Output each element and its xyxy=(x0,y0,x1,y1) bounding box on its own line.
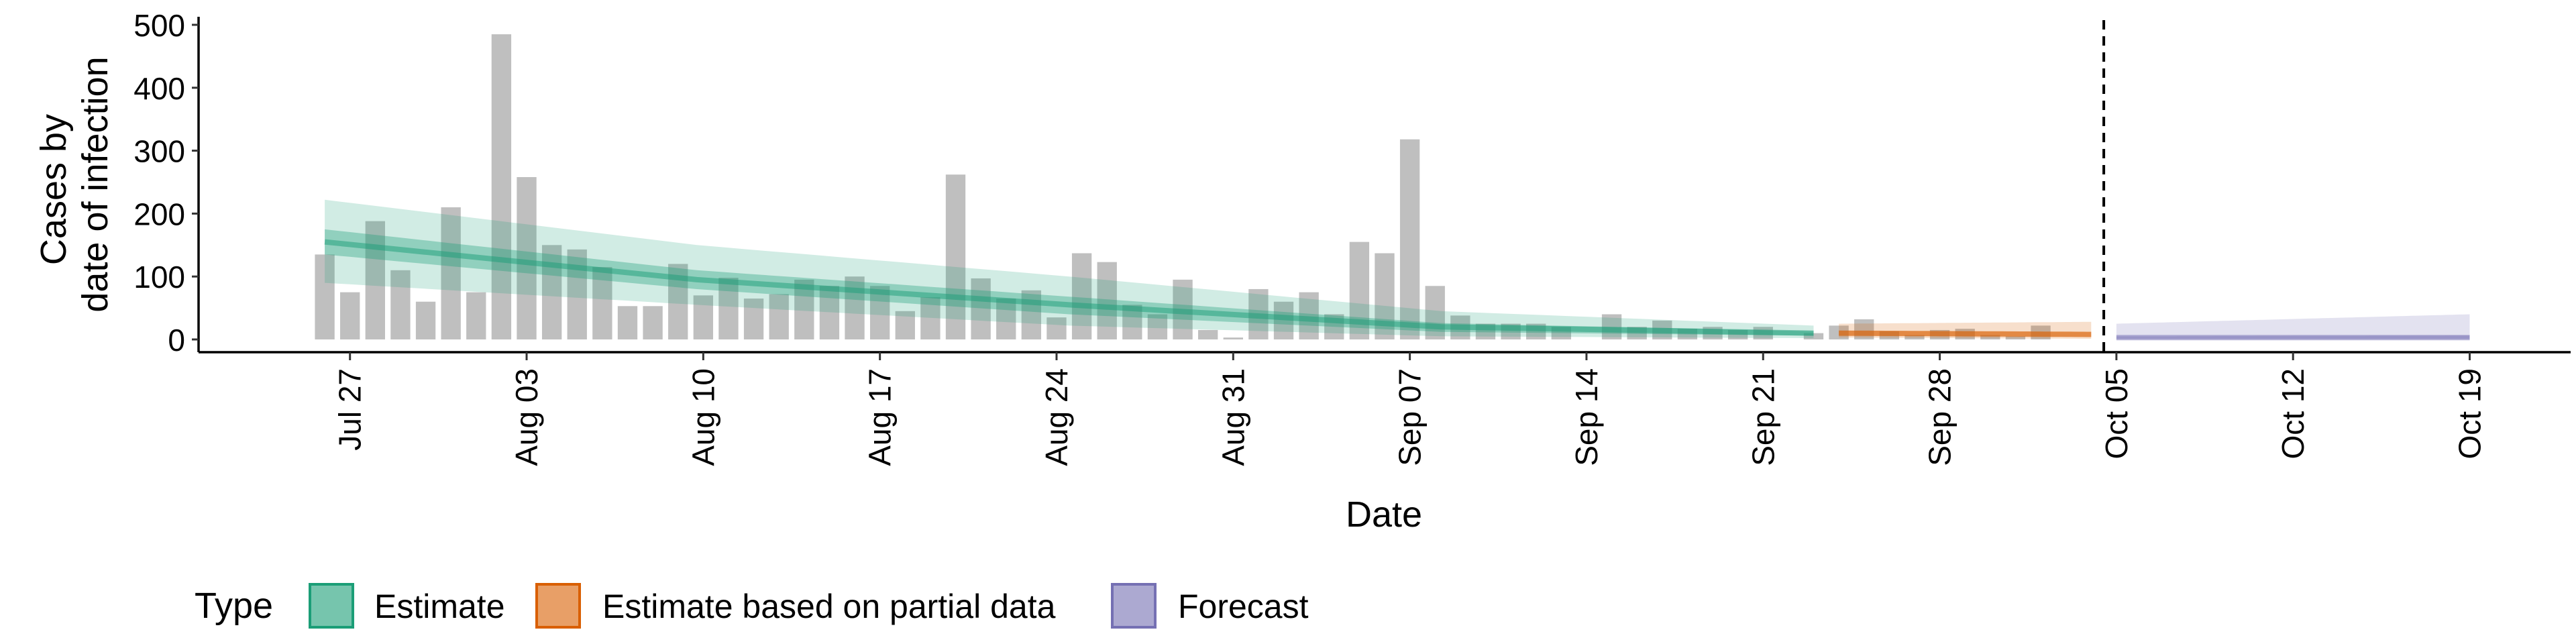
case-bar xyxy=(996,299,1016,339)
y-axis-title: Cases by date of infection xyxy=(34,56,115,312)
case-bar xyxy=(1425,286,1445,339)
legend-key-partial xyxy=(535,583,581,629)
y-tick-label: 300 xyxy=(133,134,185,169)
case-bar xyxy=(315,254,335,339)
estimate-bands xyxy=(324,199,2470,341)
case-bar xyxy=(718,278,739,339)
x-tick-label: Aug 31 xyxy=(1216,368,1250,466)
y-tick-label: 500 xyxy=(133,8,185,43)
case-bar xyxy=(365,221,385,339)
estimate-median-line xyxy=(324,239,1814,336)
case-bar xyxy=(1829,325,1849,339)
x-tick-label: Aug 24 xyxy=(1039,368,1074,466)
x-tick-label: Oct 19 xyxy=(2453,368,2487,460)
case-bar xyxy=(895,311,915,339)
y-tick-label: 400 xyxy=(133,71,185,106)
case-bar xyxy=(845,276,865,339)
legend-label-forecast: Forecast xyxy=(1178,588,1309,625)
case-bar xyxy=(819,286,840,339)
case-bar xyxy=(491,34,512,339)
x-tick-label: Sep 21 xyxy=(1746,368,1780,466)
case-bar xyxy=(1021,290,1042,339)
y-tick-label: 100 xyxy=(133,260,185,294)
x-axis-ticks: Jul 27 Aug 03 Aug 10 Aug 17 Aug 24 Aug 31 Sep … xyxy=(333,352,2487,466)
case-bar xyxy=(1046,317,1067,339)
case-bar xyxy=(1299,292,1319,339)
legend-key-forecast xyxy=(1111,583,1157,629)
case-bar xyxy=(390,270,411,339)
case-bar xyxy=(920,297,941,339)
x-tick-label: Aug 10 xyxy=(686,368,720,466)
case-bar xyxy=(1803,333,1824,339)
case-bar xyxy=(1904,335,1925,339)
y-axis-ticks: 0 100 200 300 400 500 xyxy=(133,8,199,358)
case-bar xyxy=(517,176,537,339)
case-bar xyxy=(415,301,436,339)
y-tick-label: 200 xyxy=(133,197,185,231)
case-bar xyxy=(769,294,789,339)
case-bar xyxy=(1399,139,1420,339)
case-bar xyxy=(340,292,360,339)
legend-key-estimate xyxy=(309,583,354,629)
x-tick-label: Oct 05 xyxy=(2099,368,2134,460)
x-tick-label: Sep 14 xyxy=(1569,368,1604,466)
case-bar xyxy=(441,207,461,339)
case-bar xyxy=(592,267,612,339)
legend-label-partial: Estimate based on partial data xyxy=(602,588,1056,625)
y-tick-label: 0 xyxy=(168,323,185,358)
y-axis-title-line-2: date of infection xyxy=(75,56,115,312)
legend-label-estimate: Estimate xyxy=(374,588,505,625)
estimate-based-on-partial-data-median-line xyxy=(1839,330,2092,337)
case-bar xyxy=(1097,262,1117,339)
legend: Type Estimate Estimate based on partial … xyxy=(195,583,1309,629)
case-bar xyxy=(466,292,486,339)
case-bar xyxy=(1071,253,1092,339)
y-axis-title-line-1: Cases by xyxy=(34,114,74,265)
case-bar xyxy=(1601,314,1622,339)
x-tick-label: Aug 03 xyxy=(509,368,544,466)
x-tick-label: Sep 07 xyxy=(1393,368,1428,466)
axes xyxy=(197,17,2571,354)
case-bar xyxy=(1980,335,2000,339)
case-bar xyxy=(945,174,966,339)
legend-title: Type xyxy=(195,586,273,626)
x-tick-label: Oct 12 xyxy=(2275,368,2310,460)
case-bar xyxy=(541,245,562,339)
case-bar xyxy=(1147,314,1168,339)
case-bar xyxy=(617,306,638,339)
x-tick-label: Aug 17 xyxy=(863,368,898,466)
case-bar xyxy=(1223,337,1243,339)
case-bar xyxy=(743,299,764,339)
case-bar xyxy=(971,278,991,339)
x-axis-title: Date xyxy=(1346,494,1422,535)
case-bar xyxy=(643,306,663,339)
case-bar xyxy=(2005,336,2026,339)
x-tick-label: Jul 27 xyxy=(333,368,368,451)
case-bar xyxy=(1854,319,1874,339)
x-tick-label: Sep 28 xyxy=(1923,368,1957,466)
estimate-outer-band xyxy=(325,199,1814,339)
case-bar xyxy=(693,295,714,339)
forecast-outer-band xyxy=(2116,314,2470,339)
case-bar xyxy=(1198,329,1218,339)
